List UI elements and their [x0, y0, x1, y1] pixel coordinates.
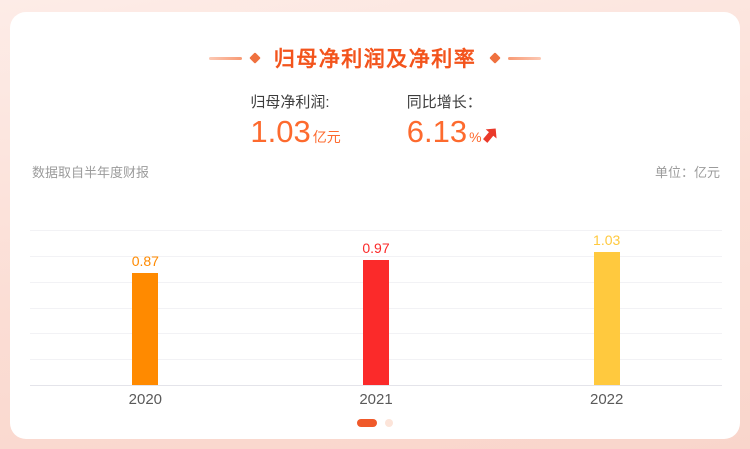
stat-net-profit-unit: 亿元	[312, 129, 341, 145]
stat-yoy-growth: 同比增长： 6.13 %	[407, 91, 500, 149]
stats-row: 归母净利润: 1.03 亿元 同比增长： 6.13 %	[10, 91, 740, 149]
stat-yoy-growth-label: 同比增长：	[406, 94, 482, 111]
stat-net-profit-value: 1.03	[250, 114, 311, 149]
pagination-dot[interactable]	[385, 419, 393, 427]
pagination-dot-active[interactable]	[357, 419, 377, 427]
stat-yoy-growth-value-row: 6.13 %	[407, 115, 500, 149]
data-source-note: 数据取自半年度财报	[32, 165, 150, 180]
stat-net-profit: 归母净利润: 1.03 亿元	[250, 91, 340, 149]
unit-note: 单位：亿元	[654, 165, 720, 180]
x-axis-labels: 2020 2021 2022	[30, 391, 722, 408]
stat-yoy-growth-unit: %	[469, 129, 482, 145]
carousel-pagination	[10, 419, 740, 427]
meta-row: 数据取自半年度财报 单位：亿元	[32, 162, 720, 181]
stat-yoy-growth-value: 6.13	[406, 114, 468, 149]
page-title: 归母净利润及净利率	[273, 48, 477, 71]
stat-net-profit-label: 归母净利润:	[250, 94, 330, 111]
bar-2021	[363, 259, 389, 385]
x-axis-label-2022: 2022	[589, 391, 624, 408]
title-decor-diamond-left	[249, 52, 261, 64]
x-axis-label-2020: 2020	[128, 391, 163, 408]
bar-value-label-2020: 0.87	[131, 252, 159, 269]
trend-up-arrow-icon	[478, 123, 502, 147]
bar-2022	[593, 251, 620, 385]
bar-value-label-2021: 0.97	[362, 239, 390, 256]
bar-2020	[132, 272, 159, 385]
gridline	[30, 230, 722, 231]
report-card: 归母净利润及净利率 归母净利润: 1.03 亿元 同比增长： 6.13 %	[10, 12, 740, 439]
x-axis-label-2021: 2021	[359, 391, 393, 408]
bar-value-label-2022: 1.03	[593, 231, 621, 248]
title-decor-diamond-right	[489, 52, 501, 64]
x-axis-baseline	[30, 385, 722, 386]
title-decor-line-left	[208, 56, 242, 60]
stat-net-profit-value-row: 1.03 亿元	[250, 115, 340, 149]
gridline	[30, 255, 722, 257]
chart-title-row: 归母净利润及净利率	[10, 43, 740, 73]
title-decor-line-right	[508, 56, 542, 60]
bar-chart-plot: 0.87 0.97 1.03	[30, 230, 722, 386]
